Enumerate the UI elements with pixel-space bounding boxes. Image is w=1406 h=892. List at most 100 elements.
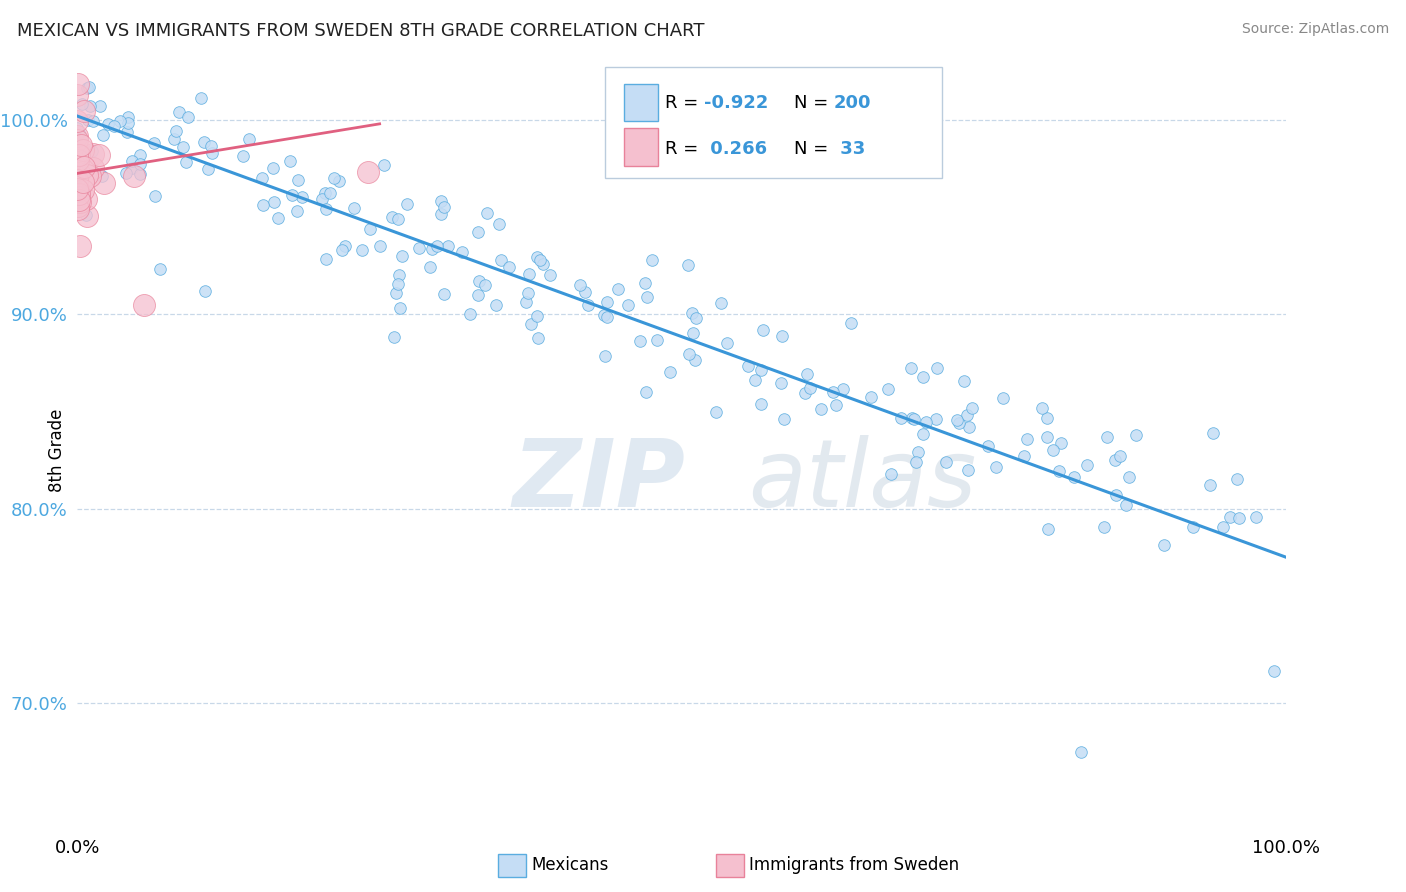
- Point: [177, 111, 200, 125]
- Point: [1226, 473, 1249, 487]
- Point: [315, 252, 337, 266]
- Point: [914, 415, 936, 429]
- Point: [165, 123, 187, 137]
- Point: [935, 455, 957, 469]
- Point: [76, 209, 98, 223]
- Point: [993, 391, 1015, 405]
- Point: [1199, 478, 1222, 492]
- Point: [901, 410, 924, 425]
- Point: [634, 385, 657, 400]
- Point: [1031, 401, 1053, 416]
- Point: [485, 298, 508, 312]
- Point: [73, 104, 96, 119]
- Point: [474, 278, 496, 293]
- Point: [66, 113, 89, 128]
- Text: R =: R =: [665, 140, 704, 158]
- Point: [129, 157, 152, 171]
- Point: [1202, 425, 1225, 440]
- Point: [67, 185, 90, 199]
- Point: [634, 276, 657, 290]
- Point: [911, 427, 934, 442]
- Point: [193, 135, 215, 149]
- Point: [330, 243, 353, 257]
- Point: [115, 125, 138, 139]
- Point: [201, 146, 224, 161]
- Point: [149, 262, 172, 277]
- Text: N =: N =: [794, 140, 834, 158]
- Point: [716, 336, 738, 351]
- Point: [823, 385, 845, 400]
- Point: [76, 169, 98, 183]
- Point: [1182, 520, 1205, 534]
- Point: [67, 166, 90, 180]
- Point: [82, 147, 104, 161]
- Point: [333, 239, 356, 253]
- Point: [925, 412, 948, 426]
- Point: [93, 128, 115, 142]
- Point: [396, 197, 419, 211]
- Point: [616, 298, 638, 312]
- Point: [860, 390, 883, 404]
- Text: -0.922: -0.922: [704, 94, 769, 112]
- Point: [770, 329, 793, 343]
- Point: [89, 99, 111, 113]
- Point: [1263, 664, 1285, 678]
- Point: [311, 192, 333, 206]
- Point: [957, 420, 980, 434]
- Point: [285, 203, 308, 218]
- Point: [704, 405, 727, 419]
- Text: 200: 200: [834, 94, 872, 112]
- Point: [956, 463, 979, 477]
- Point: [636, 290, 658, 304]
- Point: [877, 382, 900, 396]
- Point: [117, 110, 139, 124]
- Text: 33: 33: [834, 140, 865, 158]
- Text: R =: R =: [665, 94, 704, 112]
- Point: [526, 309, 548, 323]
- Point: [291, 190, 314, 204]
- Point: [72, 143, 94, 157]
- Point: [359, 221, 381, 235]
- Point: [323, 171, 346, 186]
- Point: [387, 212, 409, 227]
- Point: [66, 87, 89, 102]
- Point: [384, 286, 406, 301]
- Point: [903, 412, 925, 426]
- Point: [437, 239, 460, 253]
- Point: [382, 329, 405, 343]
- Point: [93, 176, 115, 190]
- Point: [488, 217, 510, 231]
- Point: [1035, 430, 1057, 444]
- Point: [1036, 411, 1059, 425]
- Point: [1118, 470, 1140, 484]
- Point: [1105, 488, 1128, 502]
- Point: [606, 282, 628, 296]
- Point: [66, 78, 89, 92]
- Point: [491, 253, 513, 268]
- Point: [67, 126, 90, 140]
- Point: [67, 190, 90, 204]
- Point: [749, 363, 772, 377]
- Point: [1050, 435, 1073, 450]
- Point: [880, 467, 903, 482]
- Point: [163, 132, 186, 146]
- Point: [516, 285, 538, 300]
- Text: MEXICAN VS IMMIGRANTS FROM SWEDEN 8TH GRADE CORRELATION CHART: MEXICAN VS IMMIGRANTS FROM SWEDEN 8TH GR…: [17, 22, 704, 40]
- Point: [278, 153, 301, 168]
- Text: ZIP: ZIP: [513, 434, 686, 527]
- Point: [432, 287, 454, 301]
- Point: [467, 226, 489, 240]
- Point: [976, 439, 998, 453]
- Point: [287, 173, 309, 187]
- Point: [796, 367, 818, 381]
- Point: [142, 136, 165, 150]
- Point: [912, 369, 935, 384]
- Point: [262, 161, 284, 176]
- Point: [641, 253, 664, 268]
- Point: [515, 294, 537, 309]
- Point: [408, 241, 430, 255]
- Point: [174, 155, 197, 169]
- Point: [685, 310, 707, 325]
- Point: [356, 165, 378, 179]
- Point: [752, 323, 775, 337]
